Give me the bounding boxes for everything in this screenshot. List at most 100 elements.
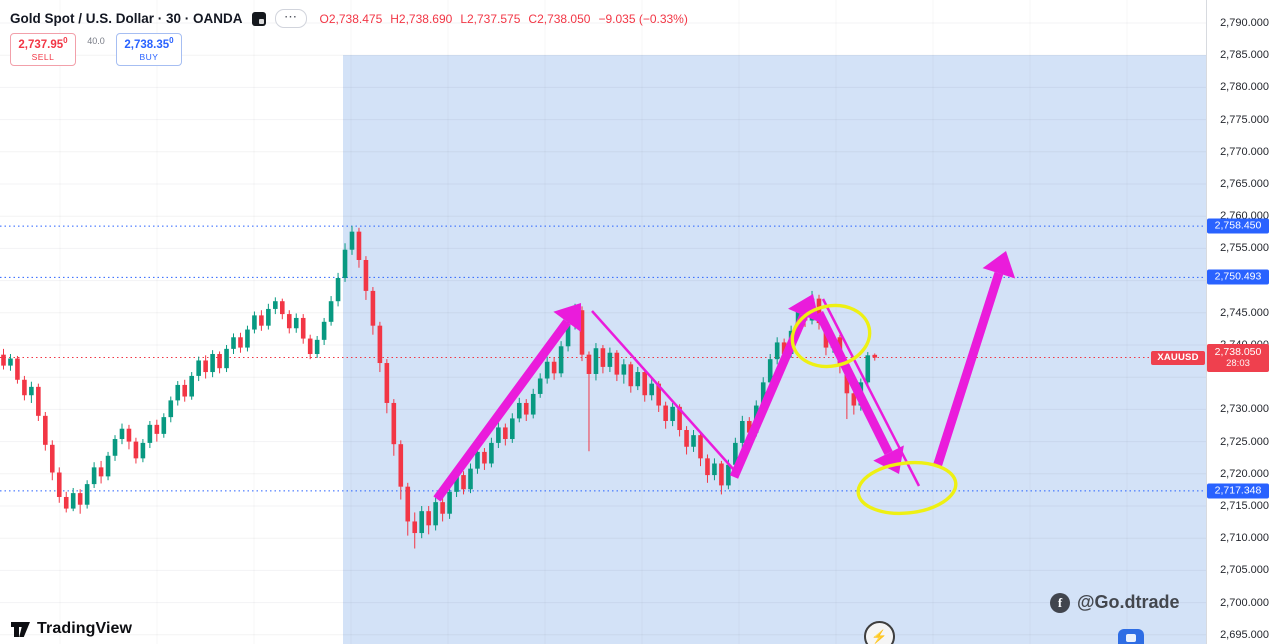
candle-body [489,442,494,464]
candle-body [621,364,627,375]
candle-body [544,361,550,379]
price-tick-label: 2,730.000 [1220,403,1269,416]
candle-body [168,400,174,418]
candle-body [126,428,132,442]
candle-body [238,337,243,348]
candle-body [370,290,376,326]
price-tick-label: 2,720.000 [1220,467,1269,480]
candle-body [84,484,90,505]
candle-body [175,384,181,401]
candle-body [56,472,62,497]
symbol-title[interactable]: Gold Spot / U.S. Dollar · 30 · OANDA [10,11,243,26]
price-tick-label: 2,785.000 [1220,49,1269,62]
candle-body [468,468,473,490]
highlight-ellipse[interactable] [787,299,876,374]
candle-body [872,354,878,358]
trend-arrow-head[interactable] [788,294,820,323]
highlight-ellipse[interactable] [856,458,959,518]
candle-body [15,358,20,380]
price-level-label-upper[interactable]: 2,758.450 [1207,218,1269,234]
trend-arrow[interactable] [932,271,1004,469]
candle-body [746,420,752,433]
candle-body [70,493,76,509]
price-axis[interactable]: 2,790.000 2,785.000 2,780.000 2,775.000 2,77… [1206,0,1280,644]
price-tick-label: 2,710.000 [1220,532,1269,545]
price-tick-label: 2,705.000 [1220,564,1269,577]
trend-arrow[interactable] [433,319,571,502]
candle-body [816,298,822,324]
candle-body [91,467,97,485]
price-level-label-lower[interactable]: 2,717.348 [1207,483,1269,499]
candle-body [189,375,194,397]
candle-body [307,338,313,355]
symbol-price-tag: XAUUSD [1151,350,1205,365]
candle-body [767,359,773,383]
candle-body [551,361,557,374]
candle-body [447,491,452,514]
watermark: f @Go.dtrade [1050,592,1180,613]
candle-body [600,348,606,367]
candle-body [649,383,655,396]
candle-body [63,496,69,509]
candle-body [516,402,522,419]
ohlc-change: −9.035 (−0.33%) [598,11,688,26]
trend-arrow[interactable] [821,298,921,487]
candle-body [628,364,634,387]
price-tick-label: 2,695.000 [1220,628,1269,641]
more-options-button[interactable]: ⋯ [274,9,307,28]
candle-body [781,342,787,355]
lightning-bolt-icon: ⚡ [864,621,895,644]
candle-body [496,427,501,443]
candle-body [760,382,766,406]
candle-body [391,402,397,445]
candle-body [530,393,536,415]
candle-body [684,430,689,447]
buy-label: BUY [139,51,159,62]
price-tick-label: 2,745.000 [1220,306,1269,319]
oanda-logo-icon [251,11,266,26]
price-level-label-mid[interactable]: 2,750.493 [1207,269,1269,285]
candle-body [523,402,529,415]
trend-arrow-head[interactable] [553,303,581,332]
candle-body [656,383,661,406]
ohlc-high: H2,738.690 [390,11,453,26]
candle-body [154,424,160,434]
candle-body [280,301,285,315]
candle-body [454,475,459,492]
price-tick-label: 2,770.000 [1220,145,1269,158]
candle-body [119,428,125,440]
candle-body [642,372,648,396]
candle-body [712,463,717,476]
candle-body [398,444,404,487]
partial-sticker-icon [1118,629,1144,644]
trend-arrow[interactable] [814,310,893,456]
tradingview-logo[interactable]: TradingView [10,619,132,638]
price-tick-label: 2,780.000 [1220,81,1269,94]
candle-body [342,249,348,279]
candle-body [217,354,222,369]
price-tick-label: 2,725.000 [1220,435,1269,448]
buy-button[interactable]: 2,738.350 BUY [116,33,182,66]
candle-body [719,463,724,486]
candle-body [670,406,675,421]
price-tick-label: 2,790.000 [1220,17,1269,29]
trend-arrow-head[interactable] [982,251,1016,279]
candle-body [49,444,55,473]
candle-body [635,372,641,387]
candle-body [851,393,857,406]
candle-body [461,475,466,490]
candle-body [579,310,585,355]
tradingview-logo-text: TradingView [37,619,133,637]
session-highlight-region [343,55,1206,644]
candle-body [733,442,738,465]
price-tick-label: 2,775.000 [1220,113,1269,126]
trend-arrow[interactable] [591,310,735,471]
trend-arrow-head[interactable] [873,445,904,474]
current-price-label: 2,738.050 28:03 [1207,343,1269,372]
candle-body [8,358,13,366]
sell-button[interactable]: 2,737.950 SELL [10,33,76,66]
candle-body [273,301,278,309]
candle-body [593,348,599,374]
